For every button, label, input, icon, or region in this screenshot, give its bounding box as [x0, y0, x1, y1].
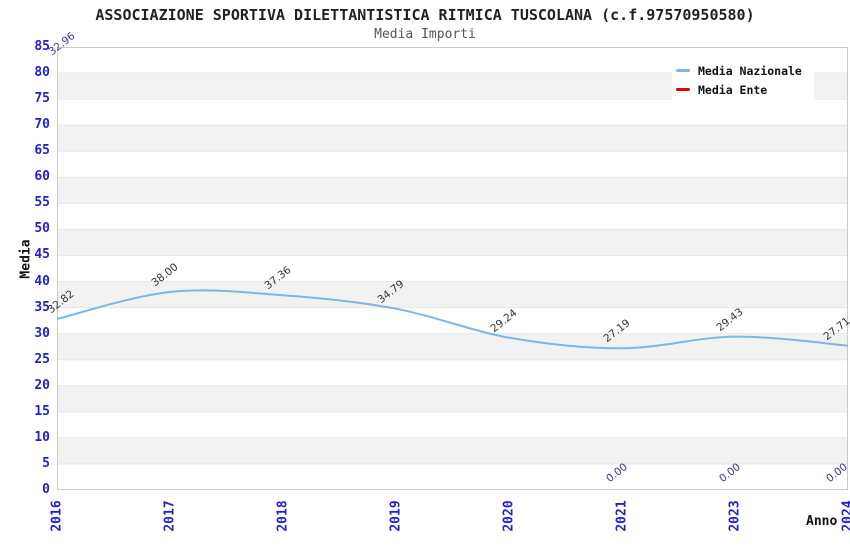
y-tick-label: 0 — [42, 482, 50, 497]
chart-title: ASSOCIAZIONE SPORTIVA DILETTANTISTICA RI… — [95, 6, 755, 24]
plot-band — [57, 385, 848, 412]
plot-svg — [57, 47, 848, 490]
x-tick-label-2020: 2020 — [501, 500, 517, 532]
media-ente-line-icon — [676, 88, 690, 91]
y-tick-label: 60 — [34, 169, 50, 185]
x-tick-label-2019: 2019 — [388, 500, 404, 532]
y-tick-label: 75 — [34, 91, 50, 107]
legend-item-media-nazionale[interactable]: Media Nazionale — [676, 61, 814, 80]
plot-area — [57, 47, 848, 490]
plot-border — [57, 47, 848, 490]
plot-band — [57, 229, 848, 256]
y-tick-label: 50 — [34, 221, 50, 237]
media-nazionale-line-icon — [676, 69, 690, 72]
x-tick-label-2017: 2017 — [162, 500, 178, 532]
x-tick-label-2016: 2016 — [49, 500, 65, 532]
x-tick-label-2023: 2023 — [727, 500, 743, 532]
legend-label: Media Ente — [698, 82, 768, 97]
chart-subtitle: Media Importi — [374, 27, 476, 42]
y-tick-label: 40 — [34, 273, 50, 289]
x-axis-title: Anno — [806, 514, 838, 529]
y-tick-label: 85 — [34, 39, 50, 54]
legend-item-media-ente[interactable]: Media Ente — [676, 80, 814, 99]
y-tick-label: 70 — [34, 117, 50, 133]
legend: Media Nazionale Media Ente — [672, 55, 814, 106]
x-tick-label-2024: 2024 — [840, 500, 850, 532]
y-tick-label: 10 — [34, 429, 50, 445]
y-tick-label: 65 — [34, 143, 50, 159]
y-tick-label: 35 — [34, 299, 50, 315]
media-nazionale-line — [57, 289, 848, 350]
y-tick-label: 5 — [42, 455, 50, 471]
y-tick-label: 25 — [34, 351, 50, 367]
legend-label: Media Nazionale — [698, 63, 802, 78]
plot-band — [57, 437, 848, 464]
y-tick-label: 30 — [34, 325, 50, 341]
x-tick-label-2021: 2021 — [614, 500, 630, 532]
x-tick-label-2018: 2018 — [275, 500, 291, 532]
y-tick-label: 20 — [34, 377, 50, 393]
plot-band — [57, 281, 848, 308]
plot-band — [57, 177, 848, 204]
y-tick-label: 55 — [34, 195, 50, 211]
y-tick-label: 80 — [34, 65, 50, 81]
y-tick-label: 45 — [34, 247, 50, 263]
y-tick-label: 15 — [34, 403, 50, 419]
y-axis-title: Media — [18, 239, 34, 279]
plot-band — [57, 125, 848, 152]
